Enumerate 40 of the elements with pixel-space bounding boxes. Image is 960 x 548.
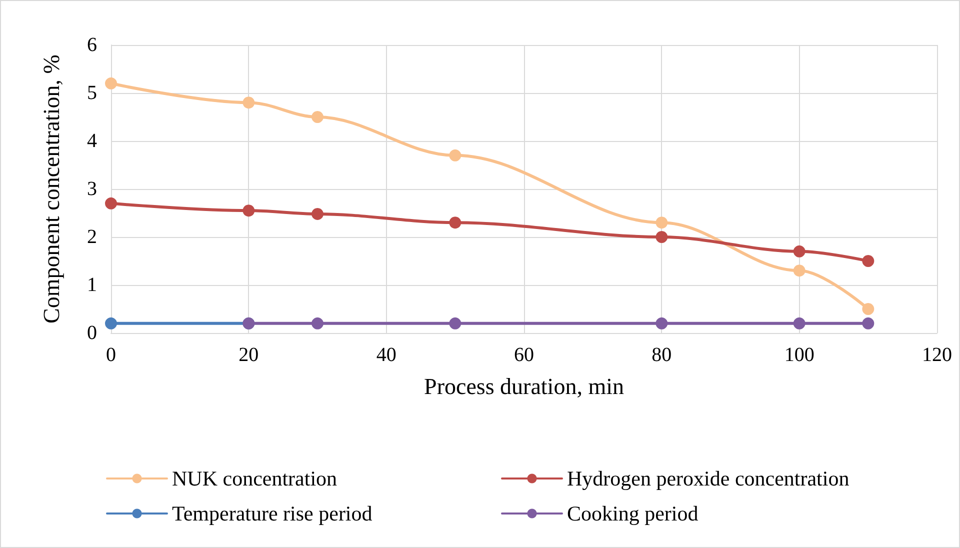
point [793,245,806,258]
y-tick-label: 3 [87,178,97,200]
y-tick-label: 1 [87,274,97,296]
point [242,204,255,217]
y-tick-label: 2 [87,226,97,248]
point [312,111,324,123]
point [656,231,668,243]
x-tick-label: 20 [238,344,259,366]
point [656,317,668,330]
point [242,96,255,109]
x-tick-label: 0 [106,344,116,366]
point [105,77,117,90]
point [862,303,874,315]
y-tick-label: 4 [87,130,97,152]
x-tick-label: 120 [922,344,952,366]
point [793,317,806,330]
point [105,317,117,330]
legend-label: Temperature rise period [172,502,373,526]
point [449,317,462,330]
x-tick-label: 60 [514,344,534,366]
point [862,317,874,330]
point [862,255,874,267]
point [105,197,117,210]
point [793,264,806,277]
y-tick-label: 0 [87,322,97,344]
point [312,208,324,220]
legend-label: Hydrogen peroxide concentration [567,466,850,490]
y-tick-label: 6 [87,34,97,56]
legend-label: NUK concentration [172,466,338,490]
point [656,216,668,229]
point [312,317,324,330]
x-axis-title: Process duration, min [424,374,624,399]
y-axis-title: Component concentration, % [39,54,64,324]
y-tick-label: 5 [87,82,97,104]
x-tick-label: 80 [652,344,672,366]
point [449,149,462,162]
legend-label: Cooking period [567,502,699,526]
x-tick-label: 40 [376,344,396,366]
point [449,216,462,229]
x-tick-label: 100 [784,344,814,366]
